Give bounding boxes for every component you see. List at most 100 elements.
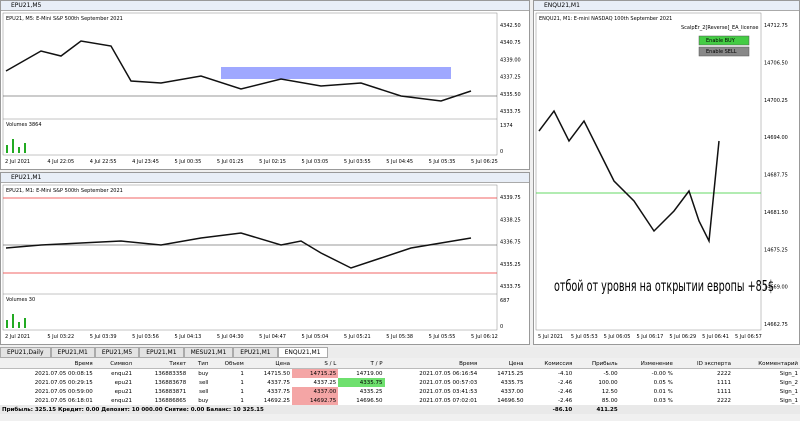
time-label: 5 Jul 04:30 — [217, 334, 244, 340]
cell: -0.00 % — [651, 370, 673, 377]
cell: buy — [198, 397, 209, 404]
chart-window: EPU21,M5 EPU21, M5: E-Mini S&P 500th Sept… — [0, 0, 530, 170]
cell: -5.00 — [603, 370, 618, 377]
volume-bars — [6, 139, 26, 153]
column-header: Комментарий — [732, 359, 800, 369]
title-bar: ENQU21,M1 — [534, 1, 799, 11]
cell: 4337.00 — [292, 387, 339, 396]
cell: 14715.25 — [292, 368, 339, 378]
summary-profit: 411.25 — [574, 405, 620, 414]
column-header: Объем — [210, 359, 246, 369]
price-label: 4335.25 — [500, 262, 521, 268]
column-header: Цена — [479, 359, 526, 369]
annotation: отбой от уровня на открытии европы +85$ — [554, 277, 774, 295]
time-label: 5 Jul 01:25 — [217, 159, 244, 165]
chart-header: EPU21, M1: E-Mini S&P 500th September 20… — [6, 188, 123, 194]
cell: 4335.75 — [338, 378, 385, 387]
plot-area — [2, 12, 498, 156]
tab[interactable]: EPU21,M1 — [233, 347, 278, 358]
tab[interactable]: EPU21,Daily — [0, 347, 51, 358]
cell: Sign_1 — [779, 397, 798, 404]
volume-label: Volumes 30 — [6, 297, 35, 303]
cell: -4.10 — [558, 370, 573, 377]
time-label: 5 Jul 03:39 — [90, 334, 117, 340]
time-label: 2 Jul 2021 — [5, 159, 30, 165]
price-label: 4333.75 — [500, 284, 521, 290]
tab[interactable]: ENQU21,M1 — [277, 347, 328, 358]
cell: 14715.50 — [263, 370, 291, 377]
column-header: ID эксперта — [674, 359, 733, 369]
cell: 14715.25 — [497, 370, 524, 377]
cell: 136883871 — [154, 388, 187, 395]
price-label: 4337.25 — [500, 75, 521, 81]
volume-tick: 1374 — [500, 123, 513, 129]
cell: 2222 — [716, 397, 731, 404]
price-label: 4339.00 — [500, 57, 521, 63]
time-label: 5 Jul 06:41 — [702, 334, 729, 340]
tab[interactable]: EPU21,M1 — [50, 347, 95, 358]
cell: 2021.07.05 00:08:15 — [34, 370, 93, 377]
cell: 1111 — [716, 379, 731, 386]
price-label: 14662.75 — [764, 322, 788, 328]
cell: 14692.75 — [292, 396, 339, 405]
price-label: 4340.75 — [500, 40, 521, 46]
volume-label: Volumes 3864 — [6, 122, 42, 128]
price-trace — [5, 232, 472, 269]
time-label: 5 Jul 05:04 — [302, 334, 329, 340]
summary: Прибыль: 325.15 Кредит: 0.00 Депозит: 10… — [0, 405, 526, 414]
chart: EPU21, M5: E-Mini S&P 500th September 20… — [2, 12, 521, 165]
cell: epu21 — [114, 388, 132, 395]
time-label: 5 Jul 05:21 — [344, 334, 371, 340]
volume-tick: 0 — [500, 149, 503, 155]
cell: 4337.00 — [500, 388, 524, 395]
cell: Sign_1 — [779, 370, 798, 377]
cell: 12.50 — [601, 388, 618, 395]
time-label: 5 Jul 03:22 — [47, 334, 74, 340]
cell: 2021.07.05 03:41:53 — [419, 388, 478, 395]
cell: 4337.75 — [267, 388, 291, 395]
cell: 2021.07.05 06:18:01 — [34, 397, 93, 404]
cell: 100.00 — [598, 379, 618, 386]
button[interactable] — [698, 35, 750, 46]
tab[interactable]: MESU21,M1 — [183, 347, 234, 358]
time-label: 5 Jul 05:55 — [429, 334, 456, 340]
tab[interactable]: EPU21,M1 — [139, 347, 184, 358]
trade-row[interactable]: 2021.07.05 06:18:01 enqu21 136886865 buy 1 14… — [0, 396, 800, 405]
time-label: 5 Jul 05:35 — [429, 159, 456, 165]
time-label: 5 Jul 05:53 — [571, 334, 598, 340]
cell: Sign_2 — [779, 379, 798, 386]
price-trace — [5, 40, 472, 102]
price-label: 4342.50 — [500, 23, 521, 29]
cell: 2021.07.05 00:59:00 — [34, 388, 93, 395]
cell: 85.00 — [601, 397, 618, 404]
time-label: 4 Jul 22:05 — [47, 159, 74, 165]
trade-row[interactable]: 2021.07.05 00:08:15 enqu21 136883358 buy 1 14… — [0, 368, 800, 378]
trade-row[interactable]: 2021.07.05 00:59:00 epu21 136883871 sell 1 43… — [0, 387, 800, 396]
cell: 1 — [240, 379, 244, 386]
cell: 2222 — [716, 370, 731, 377]
time-label: 5 Jul 00:35 — [174, 159, 201, 165]
price-label: 14681.50 — [764, 210, 788, 216]
button[interactable] — [698, 46, 750, 57]
time-label: 5 Jul 06:25 — [471, 159, 498, 165]
time-label: 5 Jul 06:12 — [471, 334, 498, 340]
trade-row[interactable]: 2021.07.05 00:29:15 epu21 136883678 sell 1 43… — [0, 378, 800, 387]
chart: EPU21, M1: E-Mini S&P 500th September 20… — [2, 184, 521, 340]
cell: buy — [198, 370, 209, 377]
button-label[interactable]: Enable SELL — [706, 49, 737, 55]
tab[interactable]: EPU21,M5 — [94, 347, 140, 358]
price-label: 14687.75 — [764, 173, 788, 179]
plot-area — [535, 12, 762, 331]
button-label[interactable]: Enable BUY — [706, 38, 736, 44]
price-label: 4336.75 — [500, 240, 521, 246]
cell: enqu21 — [111, 397, 132, 404]
time-label: 5 Jul 06:29 — [669, 334, 696, 340]
cell: 0.05 % — [653, 379, 673, 386]
chart-header: EPU21, M5: E-Mini S&P 500th September 20… — [6, 16, 123, 22]
column-header: Время — [384, 359, 480, 369]
time-label: 5 Jul 03:55 — [344, 159, 371, 165]
price-label: 14712.75 — [764, 23, 788, 29]
cell: 4335.75 — [500, 379, 524, 386]
cell: 4335.25 — [359, 388, 383, 395]
